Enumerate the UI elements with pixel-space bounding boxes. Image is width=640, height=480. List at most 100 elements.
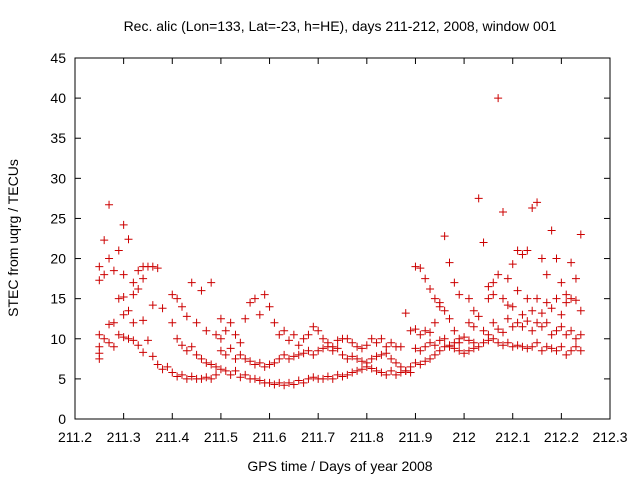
data-point <box>455 290 464 299</box>
data-point <box>523 317 532 326</box>
data-point <box>265 360 274 369</box>
data-point <box>178 370 186 379</box>
data-point <box>411 344 420 353</box>
x-tick-label: 211.4 <box>155 429 189 445</box>
x-tick-label: 211.3 <box>107 429 141 445</box>
data-point <box>202 358 211 367</box>
y-tick-label: 30 <box>50 170 66 186</box>
axis-ticks: 0 5 10 15 20 25 30 35 40 45 211.2 211.3 211.4 211.5 21… <box>50 50 627 445</box>
data-point <box>105 320 114 329</box>
data-point <box>187 278 196 287</box>
data-point <box>304 330 313 339</box>
data-point <box>508 302 517 311</box>
data-point <box>392 358 400 367</box>
data-point <box>260 290 269 299</box>
data-point <box>499 328 507 337</box>
data-point <box>207 374 216 383</box>
data-point <box>246 298 255 307</box>
data-point <box>299 349 308 358</box>
data-point <box>479 238 488 247</box>
data-point <box>323 372 332 381</box>
data-point <box>255 358 264 367</box>
data-point <box>571 296 580 305</box>
data-point <box>571 274 580 283</box>
data-point <box>440 232 449 241</box>
data-point <box>435 346 444 355</box>
data-point <box>95 330 104 339</box>
data-point <box>377 368 386 377</box>
data-point <box>182 374 191 383</box>
data-point <box>416 264 425 273</box>
data-point <box>552 254 561 263</box>
data-point <box>221 326 230 335</box>
data-point <box>479 326 488 335</box>
data-point <box>387 354 396 363</box>
data-point <box>430 341 439 350</box>
data-point <box>494 338 503 347</box>
data-point <box>377 350 386 359</box>
data-point <box>202 326 211 335</box>
data-point <box>450 326 459 335</box>
data-point <box>406 326 415 335</box>
data-point <box>552 326 561 335</box>
data-point <box>562 350 571 359</box>
data-point <box>231 366 240 375</box>
data-point <box>489 278 498 287</box>
data-point <box>95 354 104 363</box>
data-point <box>377 334 386 343</box>
data-point <box>362 358 371 367</box>
data-point <box>114 294 123 303</box>
data-point <box>241 314 250 323</box>
data-point <box>338 372 347 381</box>
data-point <box>503 274 512 283</box>
data-point <box>250 294 259 303</box>
data-point <box>567 258 576 267</box>
data-point <box>357 344 366 353</box>
data-point <box>348 338 357 347</box>
data-point <box>557 310 566 319</box>
data-point <box>460 333 469 342</box>
data-point <box>124 334 133 343</box>
data-point <box>421 326 430 335</box>
data-point <box>469 322 478 331</box>
data-point <box>547 344 556 353</box>
data-point <box>401 309 410 318</box>
data-point <box>542 318 551 327</box>
data-point <box>100 334 109 343</box>
data-point <box>489 318 498 327</box>
data-point <box>533 318 542 327</box>
data-point <box>503 314 512 323</box>
data-point <box>236 373 245 382</box>
data-point <box>309 373 318 382</box>
data-point <box>148 301 157 310</box>
y-tick-label: 5 <box>58 371 66 387</box>
data-point <box>547 226 556 235</box>
data-point <box>231 330 240 339</box>
data-point <box>503 301 512 310</box>
data-point <box>533 294 542 303</box>
data-point <box>469 344 478 353</box>
data-point <box>148 352 157 361</box>
data-point <box>367 334 376 343</box>
data-point <box>474 342 483 351</box>
data-point <box>426 328 435 337</box>
data-point <box>309 350 318 359</box>
data-point <box>285 354 293 363</box>
data-point <box>421 357 430 366</box>
data-point <box>226 318 235 327</box>
data-point <box>445 314 454 323</box>
data-point <box>469 306 478 315</box>
data-point <box>280 350 289 359</box>
data-point <box>416 360 425 369</box>
data-point <box>474 194 483 203</box>
data-point <box>357 365 366 374</box>
x-axis-label: GPS time / Days of year 2008 <box>247 458 432 474</box>
data-point <box>280 381 289 390</box>
data-point <box>129 318 138 327</box>
data-point <box>285 378 293 387</box>
data-point <box>105 254 114 263</box>
data-point <box>114 246 123 255</box>
plot-area-frame <box>74 57 611 420</box>
data-point <box>464 318 473 327</box>
data-point <box>226 370 235 379</box>
